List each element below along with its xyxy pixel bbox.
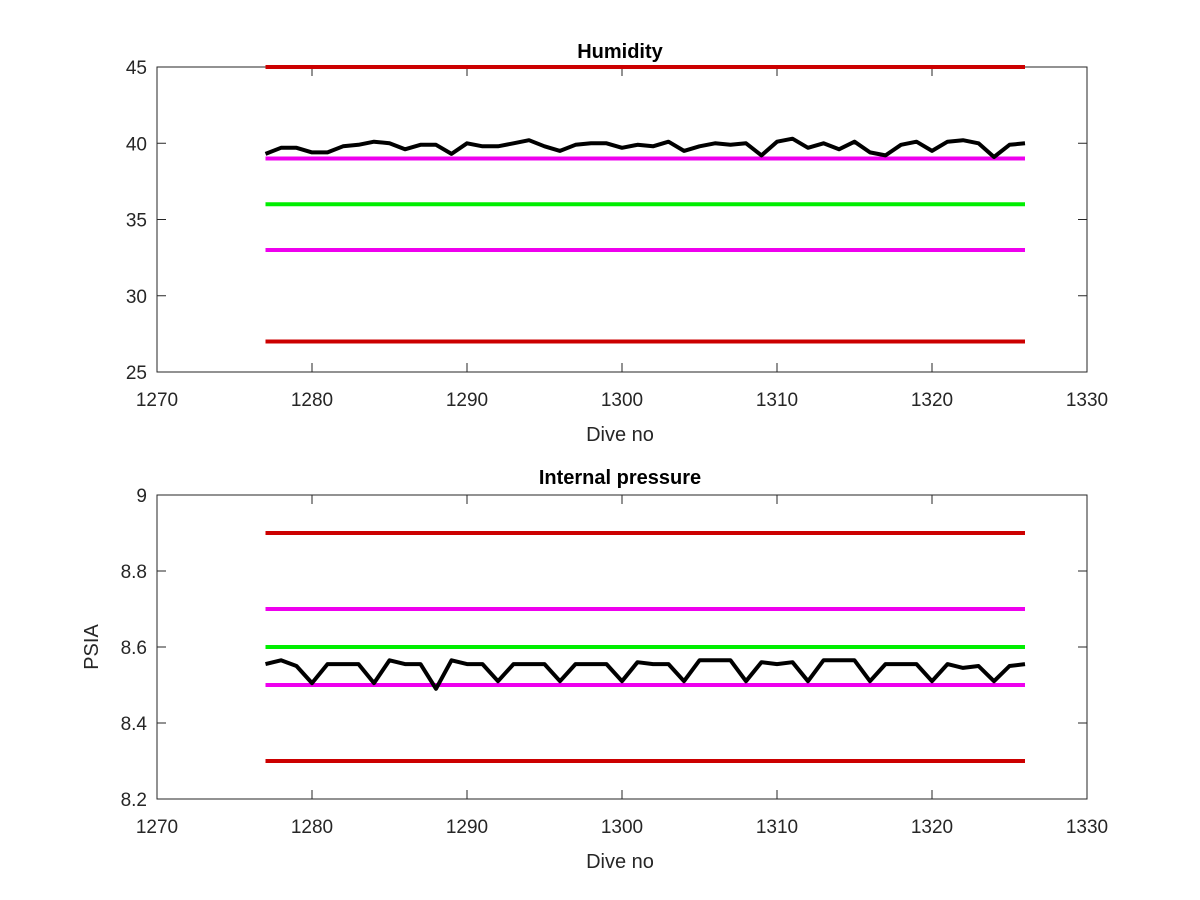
data-series-line <box>264 136 1026 159</box>
x-tick-label: 1330 <box>1066 390 1108 411</box>
y-tick-label: 30 <box>126 287 147 308</box>
x-tick-label: 1270 <box>136 817 178 838</box>
y-tick-label: 45 <box>126 58 147 79</box>
y-tick-label: 8.2 <box>121 790 147 811</box>
x-tick-label: 1300 <box>601 390 643 411</box>
chart-title: Humidity <box>577 41 663 63</box>
data-series-line <box>265 658 1026 691</box>
axes: 1270 1280 1290 1300 1310 1320 1330 25 30 35 40 45 <box>126 58 1108 411</box>
x-tick-label: 1320 <box>911 817 953 838</box>
y-tick-label: 40 <box>126 134 147 155</box>
x-tick-label: 1300 <box>601 817 643 838</box>
x-tick-label: 1290 <box>446 817 488 838</box>
y-tick-label: 25 <box>126 363 147 384</box>
internal-pressure-chart: Internal pressure Dive no PSIA 1270 1280 1… <box>81 467 1108 873</box>
x-tick-label: 1290 <box>446 390 488 411</box>
y-tick-label: 8.4 <box>121 714 148 735</box>
y-tick-label: 8.6 <box>121 638 147 659</box>
y-tick-label: 8.8 <box>121 562 147 583</box>
x-axis-label: Dive no <box>586 424 654 446</box>
y-tick-label: 9 <box>136 486 147 507</box>
series-group <box>264 65 1026 344</box>
axes: 1270 1280 1290 1300 1310 1320 1330 8.2 8.4 8.6 8.8… <box>121 486 1109 838</box>
chart-title: Internal pressure <box>539 467 701 489</box>
x-axis-label: Dive no <box>586 851 654 873</box>
y-axis-label: PSIA <box>81 624 103 670</box>
x-tick-label: 1330 <box>1066 817 1108 838</box>
x-tick-label: 1320 <box>911 390 953 411</box>
x-tick-label: 1270 <box>136 390 178 411</box>
x-tick-label: 1310 <box>756 390 798 411</box>
x-tick-label: 1280 <box>291 390 333 411</box>
humidity-chart: Humidity Dive no 1270 1280 1290 1300 1310 132… <box>126 41 1108 446</box>
y-tick-label: 35 <box>126 211 147 232</box>
x-tick-label: 1280 <box>291 817 333 838</box>
series-group <box>265 531 1026 763</box>
x-tick-label: 1310 <box>756 817 798 838</box>
